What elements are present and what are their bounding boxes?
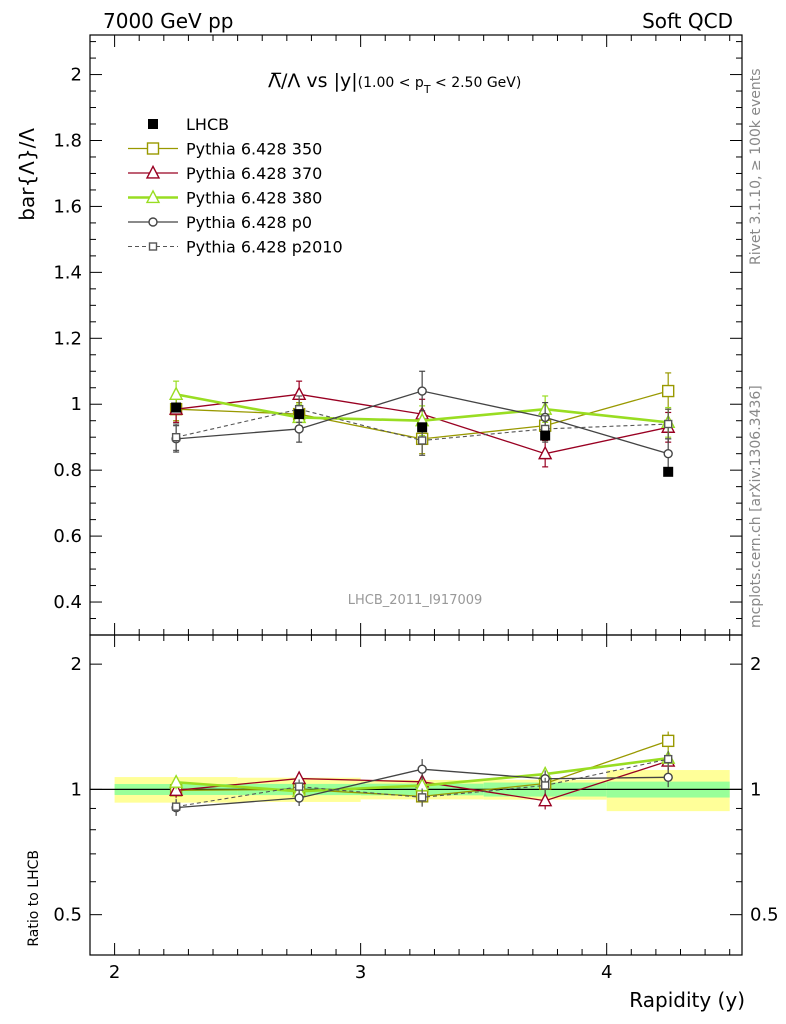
y-tick-label: 2 bbox=[71, 65, 82, 86]
plot-layer: 2 3 4 0.4 0.6 0.8 1 1.2 1.4 1.6 1.8 2 0.5 0.5 1 1 2 2 bbox=[53, 34, 779, 983]
series-point-pythia-6-428-p2010 bbox=[171, 432, 181, 442]
ratio-point-pythia-6-428-p2010 bbox=[663, 754, 673, 764]
x-axis-label: Rapidity (y) bbox=[629, 988, 745, 1012]
title-cut-sub: T bbox=[423, 83, 431, 96]
series-point-pythia-6-428-370 bbox=[538, 445, 553, 460]
header-right: Soft QCD bbox=[642, 9, 733, 33]
legend-marker bbox=[148, 242, 158, 251]
legend-marker bbox=[148, 217, 158, 227]
ratio-point-pythia-6-428-p0 bbox=[663, 772, 673, 783]
ratio-point-pythia-6-428-p2010 bbox=[294, 782, 304, 791]
legend-label: Pythia 6.428 p0 bbox=[186, 213, 312, 232]
analysis-watermark: LHCB_2011_I917009 bbox=[348, 593, 483, 608]
y-tick-label: 1 bbox=[71, 394, 82, 415]
data-point-lhcb bbox=[417, 422, 428, 433]
ratio-point-pythia-6-428-380 bbox=[168, 774, 184, 788]
data-point-lhcb bbox=[663, 466, 674, 477]
series-point-pythia-6-428-380 bbox=[168, 386, 184, 400]
rivet-version-text: Rivet 3.1.10, ≥ 100k events bbox=[748, 68, 764, 265]
title-cut: (1.00 < p bbox=[358, 75, 424, 91]
ratio-point-pythia-6-428-p2010 bbox=[171, 802, 181, 811]
ratio-tick-label: 1 bbox=[71, 779, 82, 800]
legend-label: Pythia 6.428 p2010 bbox=[186, 238, 343, 257]
legend: LHCB Pythia 6.428 350 Pythia 6.428 370 Pyth… bbox=[128, 115, 343, 257]
ratio-tick-label-right: 2 bbox=[750, 654, 761, 675]
ratio-point-pythia-6-428-p0 bbox=[417, 764, 427, 774]
y-tick-label: 0.8 bbox=[53, 460, 82, 481]
ratio-tick-label-right: 1 bbox=[750, 779, 761, 800]
legend-marker bbox=[145, 164, 161, 179]
data-point-lhcb bbox=[171, 402, 182, 413]
y-tick-label: 1.2 bbox=[53, 328, 82, 349]
y-tick-label: 1.8 bbox=[53, 130, 82, 151]
y-tick-label: 1.6 bbox=[53, 196, 82, 217]
header-left: 7000 GeV pp bbox=[103, 9, 234, 33]
ratio-tick-label: 0.5 bbox=[53, 905, 82, 926]
series-point-pythia-6-428-p2010 bbox=[417, 436, 427, 445]
ratio-tick-label: 2 bbox=[71, 654, 82, 675]
y-tick-label: 1.4 bbox=[53, 262, 82, 283]
y-tick-label: 0.4 bbox=[53, 592, 82, 613]
title-cut-end: < 2.50 GeV) bbox=[431, 75, 522, 91]
ratio-point-pythia-6-428-350 bbox=[661, 734, 675, 748]
ratio-plot-frame bbox=[89, 634, 743, 956]
ratio-point-pythia-6-428-p2010 bbox=[417, 793, 427, 802]
legend-label: Pythia 6.428 350 bbox=[186, 140, 322, 159]
legend-marker bbox=[145, 189, 161, 204]
y-tick-label: 0.6 bbox=[53, 526, 82, 547]
legend-marker bbox=[146, 142, 160, 155]
legend-label: Pythia 6.428 370 bbox=[186, 164, 322, 183]
legend-label: LHCB bbox=[186, 115, 229, 134]
chart-title: Λ̅/Λ vs |y|(1.00 < pT < 2.50 GeV) bbox=[268, 70, 521, 96]
ratio-point-pythia-6-428-370 bbox=[168, 782, 184, 796]
legend-label: Pythia 6.428 380 bbox=[186, 189, 322, 208]
series-point-pythia-6-428-p0 bbox=[663, 448, 673, 459]
ratio-tick-label-right: 0.5 bbox=[750, 905, 779, 926]
x-tick-label: 4 bbox=[601, 962, 612, 983]
source-text: mcplots.cern.ch [arXiv:1306.3436] bbox=[748, 385, 764, 628]
ratio-point-pythia-6-428-p2010 bbox=[540, 781, 550, 790]
data-point-lhcb bbox=[294, 409, 305, 420]
legend-marker bbox=[148, 119, 158, 129]
data-point-lhcb bbox=[540, 430, 551, 441]
x-tick-label: 2 bbox=[109, 962, 120, 983]
series-point-pythia-6-428-p2010 bbox=[663, 419, 673, 429]
y-axis-label: bar{Λ}/Λ bbox=[15, 128, 39, 221]
series-point-pythia-6-428-350 bbox=[661, 384, 675, 398]
series-point-pythia-6-428-p0 bbox=[294, 424, 304, 434]
series-point-pythia-6-428-p0 bbox=[417, 386, 427, 396]
x-tick-label: 3 bbox=[355, 962, 366, 983]
ratio-point-pythia-6-428-370 bbox=[538, 792, 553, 807]
ratio-axis-label: Ratio to LHCB bbox=[26, 850, 42, 947]
title-main: Λ̅/Λ vs |y| bbox=[268, 70, 358, 92]
ratio-point-pythia-6-428-p0 bbox=[294, 793, 304, 803]
